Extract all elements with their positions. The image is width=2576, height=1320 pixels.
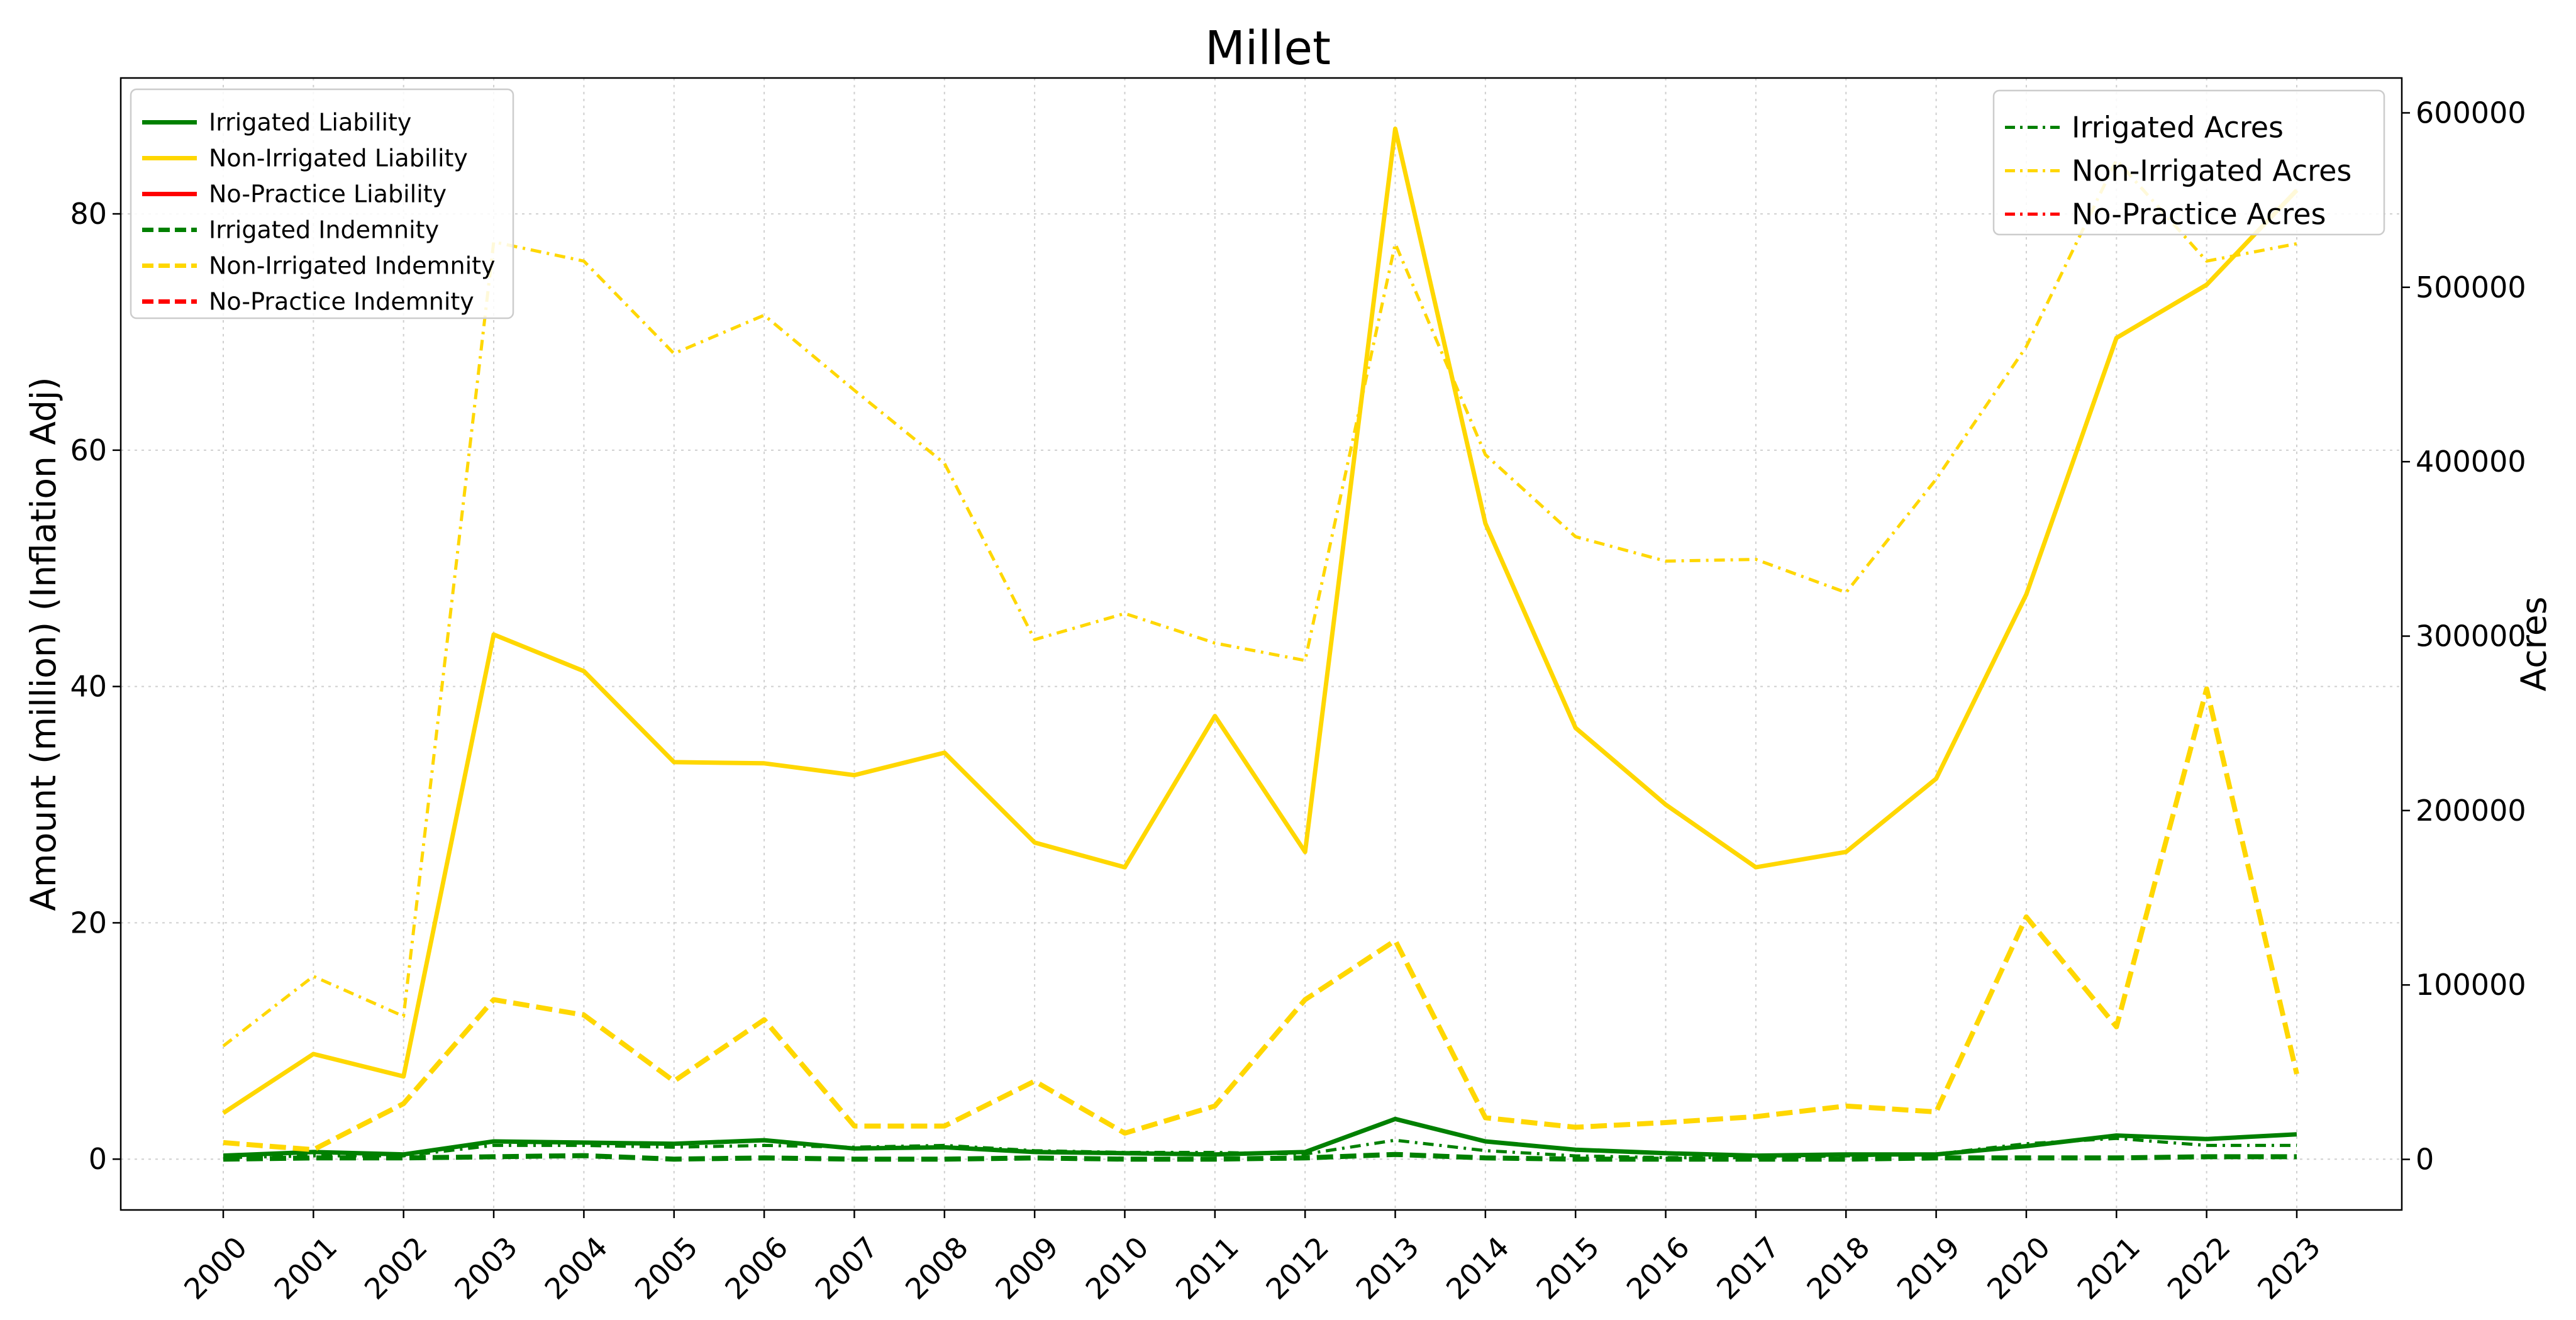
- series-line-irrigated-liability: [223, 1116, 2297, 1158]
- x-tick-label: 2006: [718, 1230, 794, 1306]
- legend-label: Non-Irrigated Indemnity: [209, 252, 496, 280]
- x-tick-label: 2017: [1710, 1230, 1786, 1306]
- y2-axis-label: Acres: [2514, 597, 2554, 692]
- x-tick-label: 2005: [628, 1230, 704, 1306]
- x-tick-label: 2011: [1169, 1230, 1245, 1306]
- series-line-irrigated-indemnity: [223, 1151, 2297, 1162]
- legend-box: [1992, 89, 2385, 236]
- y-axis-label: Amount (million) (Inflation Adj): [23, 377, 64, 911]
- x-tick-label: 2010: [1079, 1230, 1155, 1306]
- y-tick-label: 0: [89, 1142, 107, 1176]
- legend-label: Irrigated Liability: [209, 109, 411, 136]
- legend-label: Irrigated Acres: [2072, 111, 2284, 145]
- y2-tick-label: 600000: [2416, 96, 2526, 130]
- x-tick-label: 2007: [809, 1230, 885, 1306]
- x-tick-label: 2012: [1259, 1230, 1335, 1306]
- y-tick-label: 20: [70, 906, 107, 940]
- x-tick-label: 2004: [538, 1230, 614, 1306]
- y2-tick-label: 300000: [2416, 619, 2526, 653]
- y-tick-layer: 0 20 40 60 80: [70, 197, 121, 1176]
- x-tick-label: 2000: [177, 1230, 253, 1306]
- legend-label: Non-Irrigated Acres: [2072, 154, 2351, 188]
- x-tick-label: 2013: [1350, 1230, 1426, 1306]
- y-tick-label: 80: [70, 197, 107, 231]
- x-tick-label: 2023: [2251, 1230, 2327, 1306]
- x-tick-label: 2021: [2070, 1230, 2146, 1306]
- legend-label: No-Practice Acres: [2072, 197, 2326, 231]
- x-tick-label: 2015: [1530, 1230, 1606, 1306]
- x-tick-label: 2002: [358, 1230, 434, 1306]
- series-line-non-irrigated-acres: [222, 158, 2297, 1048]
- x-tick-label: 2003: [448, 1230, 524, 1306]
- legend-label: No-Practice Indemnity: [209, 288, 474, 316]
- legend-label: Irrigated Indemnity: [209, 216, 439, 244]
- legend-label: Non-Irrigated Liability: [209, 145, 468, 172]
- x-tick-label: 2018: [1800, 1230, 1876, 1306]
- legend-box: [130, 88, 514, 319]
- y2-tick-label: 400000: [2416, 445, 2526, 479]
- x-tick-label: 2022: [2161, 1230, 2237, 1306]
- y-tick-label: 40: [70, 670, 107, 704]
- series-line-non-irrigated-indemnity: [223, 686, 2299, 1153]
- y2-tick-label: 500000: [2416, 270, 2526, 304]
- series-layer: [222, 126, 2299, 1162]
- legend-right: Irrigated Acres Non-Irrigated Acres No-Pra…: [1992, 89, 2385, 236]
- x-tick-label: 2008: [899, 1230, 975, 1306]
- x-tick-label: 2019: [1890, 1230, 1967, 1306]
- series-line-non-irrigated-liability: [222, 126, 2299, 1115]
- x-tick-layer: 2000 2001 2002 2003 2004 2005 2006 2007 2008 2009…: [177, 1210, 2327, 1306]
- y2-tick-label: 200000: [2416, 794, 2526, 828]
- chart-title: Millet: [1205, 21, 1331, 75]
- legend-label: No-Practice Liability: [209, 180, 447, 208]
- x-tick-label: 2009: [989, 1230, 1065, 1306]
- y-tick-label: 60: [70, 433, 107, 467]
- y2-tick-label: 0: [2416, 1143, 2434, 1177]
- x-tick-label: 2014: [1440, 1230, 1516, 1306]
- legend-left: Irrigated Liability Non-Irrigated Liabili…: [130, 88, 514, 319]
- plot-frame: [119, 77, 2403, 1211]
- x-tick-label: 2001: [267, 1230, 343, 1306]
- y2-tick-label: 100000: [2416, 968, 2526, 1002]
- x-tick-label: 2020: [1980, 1230, 2057, 1306]
- y2-tick-layer: 0 100000 200000 300000 400000 500000 600000: [2402, 96, 2526, 1177]
- x-tick-label: 2016: [1620, 1230, 1696, 1306]
